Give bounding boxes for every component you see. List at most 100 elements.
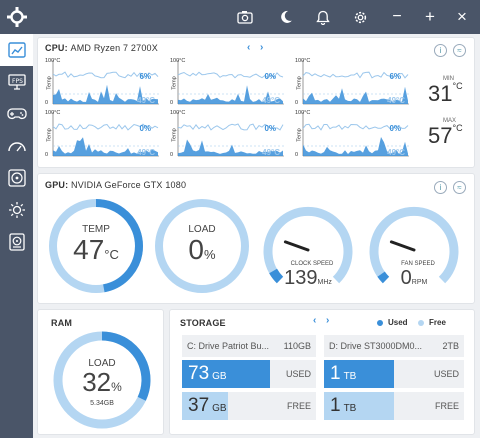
drive-c-free-value: 37 GB [188,395,227,417]
cpu-label: CPU: [45,43,68,53]
speedometer-icon [7,142,26,152]
sidebar-item-storage[interactable] [0,226,33,258]
cpu-min-number: 31 [428,81,453,106]
ram-title: RAM [51,318,73,328]
gpu-clock-value: 139 [284,267,318,289]
gpu-info-icon[interactable]: i [434,181,447,194]
storage-next-arrow[interactable]: › [326,315,330,326]
cpu-min-label: MIN [443,76,454,82]
cpu-graph-min-label: 0 [170,100,174,106]
ram-load-value: 32 [82,367,112,397]
drive-d-used-value: 1 TB [330,363,356,385]
cpu-core-load: 0% [264,124,276,133]
gpu-temp-unit: °C [104,247,119,262]
moon-icon[interactable] [274,0,298,34]
sidebar-item-dashboard[interactable] [0,34,33,66]
ram-load-gauge [53,331,151,429]
cpu-graph-max-label: 100°C [45,58,61,64]
drive-d-free-bar: 1 TB FREE [324,392,464,420]
drive-d-used-number: 1 [330,363,341,384]
app-logo-icon [6,6,28,28]
legend-free-swatch [418,319,424,326]
cpu-graph-axis-label: Temp [46,76,53,90]
cpu-graph-max-label: 100°C [295,58,311,64]
close-button[interactable]: × [457,7,467,26]
gpu-fan-value: 0 [400,267,412,289]
cpu-max-number: 57 [428,123,453,148]
gear-icon[interactable] [348,0,372,34]
gpu-temp-readout: TEMP 47°C [46,224,146,270]
drive-c-used-value: 73 GB [188,363,227,385]
drive-d-free-tag: FREE [434,401,459,411]
cpu-prev-arrow[interactable]: ‹ [247,42,251,53]
drive-c-name: C: Drive Patriot Bu... [187,341,270,351]
storage-title: STORAGE [180,318,226,328]
legend-used-swatch [377,319,383,326]
cpu-graph-max-label: 100°C [170,58,186,64]
gpu-load-value: 0 [188,234,204,265]
bell-icon[interactable] [311,0,335,34]
camera-icon[interactable] [233,0,257,34]
cpu-min-value: 31°C [428,81,463,107]
cpu-core-temp: 49°C [137,148,155,157]
drive-d-free-number: 1 [330,395,341,416]
gpu-load-gauge [155,199,249,293]
drive-c-used-unit: GB [212,371,227,382]
cpu-core-load: 6% [139,72,151,81]
cpu-max-label: MAX [443,118,457,124]
drive-c-free-unit: GB [212,403,227,414]
cpu-max-value: 57°C [428,123,463,149]
drive-d-name: D: Drive ST3000DM0... [329,341,423,351]
cpu-core-trace [302,112,409,157]
cpu-graph-axis-label: Temp [296,128,303,142]
cpu-next-arrow[interactable]: › [260,42,264,53]
gpu-panel: GPU: NVIDIA GeForce GTX 1080 i ≈ TEMP 47… [37,173,475,304]
gpu-load-label: LOAD [188,224,216,235]
cpu-graph-axis-label: Temp [46,128,53,142]
cpu-core-temp: 49°C [137,96,155,105]
sidebar-item-gaming[interactable] [0,98,33,130]
sidebar-item-lighting[interactable] [0,194,33,226]
cpu-graph-min-label: 0 [45,152,49,158]
cpu-core-trace [52,60,159,105]
dashboard-icon [7,42,26,58]
cpu-min-unit: °C [452,81,463,91]
gpu-fan-unit: RPM [411,279,428,286]
cpu-info-icon[interactable]: i [434,44,447,57]
gamepad-icon [6,108,27,120]
ram-load-unit: % [111,380,122,394]
minimize-button[interactable]: − [392,8,402,25]
drive-d-used-unit: TB [343,371,357,382]
cpu-chart-icon[interactable]: ≈ [453,44,466,57]
drive-c-used-bar: 73 GB USED [182,360,316,388]
cpu-graph-axis-label: Temp [171,76,178,90]
drive-d-size: 2TB [442,341,459,351]
cpu-name: AMD Ryzen 7 2700X [70,43,158,53]
gpu-clock-gauge [263,206,353,284]
sidebar-item-fan[interactable] [0,162,33,194]
cpu-core-graph: 100°C Temp 0 6% 49°C [293,58,411,106]
drive-d-header[interactable]: D: Drive ST3000DM0... 2TB [324,335,464,357]
gpu-fan-label: FAN SPEED [401,261,435,267]
legend-free: Free [418,318,446,327]
cpu-graph-axis-label: Temp [171,128,178,142]
cpu-core-load: 0% [264,72,276,81]
gpu-chart-icon[interactable]: ≈ [453,181,466,194]
sidebar-item-monitor[interactable]: FPS [0,66,33,98]
drive-c-used-fill [182,360,271,388]
cpu-core-temp: 49°C [387,96,405,105]
ram-used-size: 5.34GB [90,400,114,407]
cpu-core-graph: 100°C Temp 0 0% 49°C [168,110,286,158]
drive-c-header[interactable]: C: Drive Patriot Bu... 110GB [182,335,316,357]
drive-c-free-fill [182,392,228,420]
drive-d-free-fill [324,392,394,420]
drive-c-used-number: 73 [188,363,210,384]
storage-prev-arrow[interactable]: ‹ [313,315,317,326]
cpu-panel: CPU: AMD Ryzen 7 2700X ‹ › i ≈ 100°C Temp… [37,37,475,168]
maximize-button[interactable]: + [425,7,435,26]
cpu-graph-min-label: 0 [170,152,174,158]
sidebar-item-overclock[interactable] [0,130,33,162]
cpu-core-trace [302,60,409,105]
cpu-core-load: 0% [139,124,151,133]
cpu-core-graph: 100°C Temp 0 0% 49°C [168,58,286,106]
